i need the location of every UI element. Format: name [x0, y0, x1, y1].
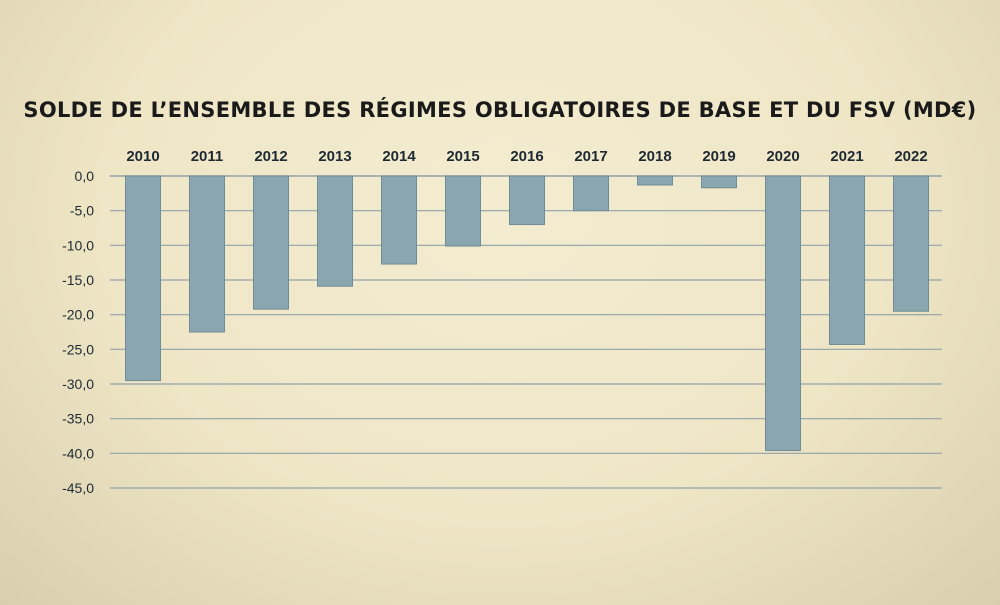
x-tick-label: 2011: [191, 148, 224, 165]
bar: [317, 175, 353, 287]
x-tick-label: 2020: [766, 148, 799, 165]
x-tick-label: 2015: [446, 148, 479, 165]
y-tick-label: -15,0: [62, 272, 94, 288]
bar: [381, 175, 417, 265]
y-tick-label: -10,0: [62, 237, 94, 253]
x-tick-label: 2017: [574, 148, 607, 165]
bar: [125, 175, 161, 382]
x-tick-label: 2019: [702, 148, 735, 165]
y-tick-label: -5,0: [70, 203, 94, 219]
bar: [573, 175, 609, 212]
x-tick-label: 2022: [894, 148, 927, 165]
bar: [509, 175, 545, 226]
bar: [253, 175, 289, 310]
x-tick-label: 2013: [318, 148, 351, 165]
y-tick-label: -40,0: [62, 445, 94, 461]
x-tick-label: 2016: [510, 148, 543, 165]
y-tick-label: 0,0: [75, 168, 95, 184]
x-tick-label: 2018: [638, 148, 671, 165]
bar: [701, 175, 737, 189]
x-tick-label: 2021: [830, 148, 863, 165]
bar: [189, 175, 225, 333]
bar: [893, 175, 929, 312]
chart-title: SOLDE DE L’ENSEMBLE DES RÉGIMES OBLIGATO…: [23, 98, 977, 122]
bar: [765, 175, 801, 452]
y-tick-label: -35,0: [62, 411, 94, 427]
bar: [445, 175, 481, 247]
y-tick-label: -45,0: [62, 480, 94, 496]
bar: [829, 175, 865, 345]
y-tick-label: -30,0: [62, 376, 94, 392]
y-tick-label: -25,0: [62, 341, 94, 357]
x-tick-label: 2012: [254, 148, 287, 165]
bar: [637, 175, 673, 186]
y-tick-label: -20,0: [62, 307, 94, 323]
x-tick-label: 2010: [126, 148, 159, 165]
x-tick-label: 2014: [382, 148, 416, 165]
